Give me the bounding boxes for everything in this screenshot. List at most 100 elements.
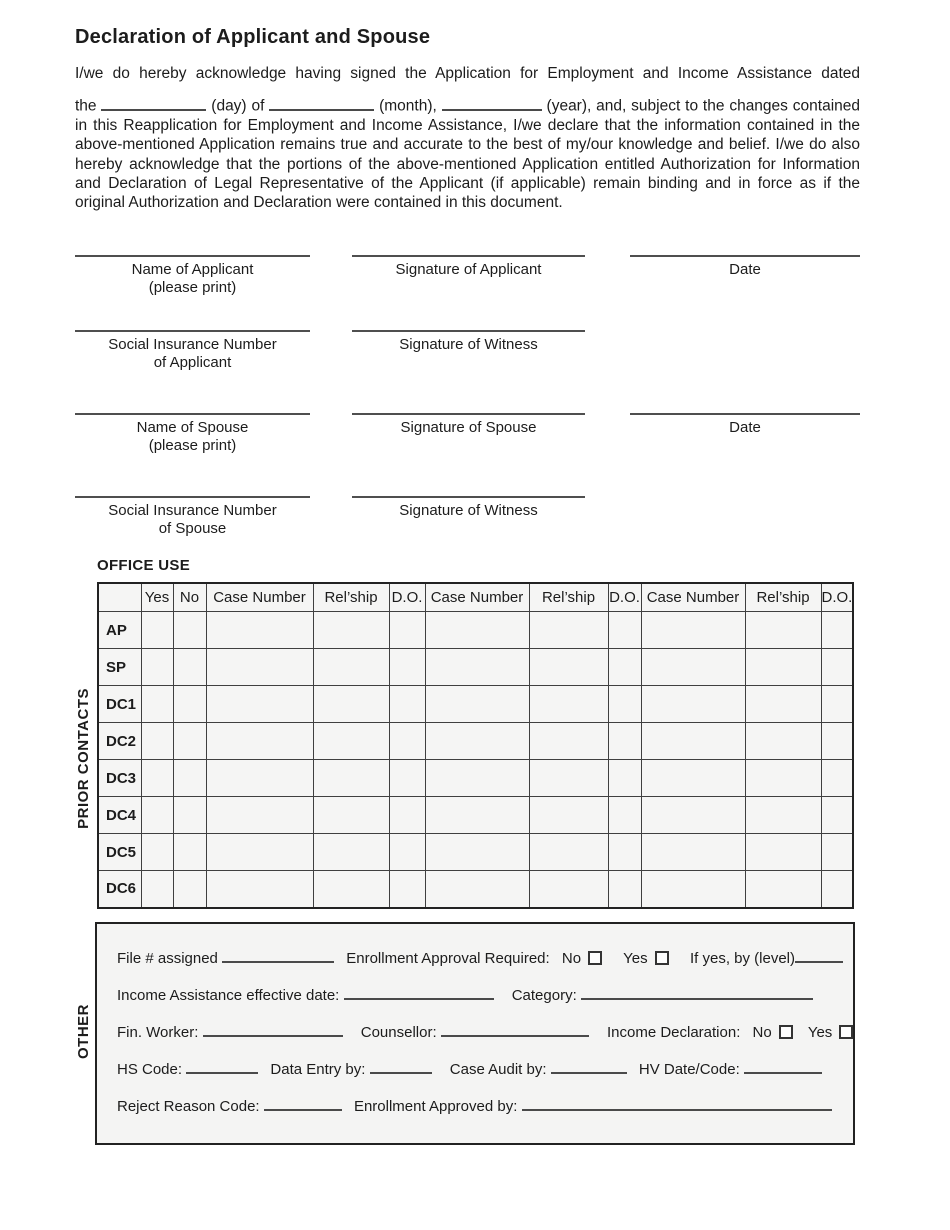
cell[interactable] <box>528 870 609 908</box>
cell[interactable] <box>172 611 207 649</box>
sin-of-spouse-line[interactable] <box>75 495 310 498</box>
cell[interactable] <box>205 685 314 723</box>
cell[interactable] <box>744 759 822 797</box>
cell[interactable] <box>172 796 207 834</box>
cell[interactable] <box>388 870 426 908</box>
cell[interactable] <box>744 870 822 908</box>
cell[interactable] <box>424 796 530 834</box>
name-of-applicant-line[interactable] <box>75 254 310 257</box>
cell[interactable] <box>312 870 390 908</box>
cell[interactable] <box>140 870 174 908</box>
ia-effective-date-blank[interactable] <box>343 986 494 1000</box>
cell[interactable] <box>528 722 609 760</box>
cell[interactable] <box>205 833 314 871</box>
enrollment-approved-by-blank[interactable] <box>521 1097 832 1111</box>
cell[interactable] <box>312 759 390 797</box>
enrollment-yes-checkbox[interactable] <box>654 950 669 965</box>
cell[interactable] <box>424 611 530 649</box>
cell[interactable] <box>388 759 426 797</box>
cell[interactable] <box>607 870 642 908</box>
cell[interactable] <box>528 796 609 834</box>
cell[interactable] <box>312 796 390 834</box>
cell[interactable] <box>744 648 822 686</box>
cell[interactable] <box>388 833 426 871</box>
sin-of-applicant-line[interactable] <box>75 329 310 332</box>
cell[interactable] <box>528 833 609 871</box>
cell[interactable] <box>140 796 174 834</box>
cell[interactable] <box>528 611 609 649</box>
cell[interactable] <box>424 870 530 908</box>
cell[interactable] <box>140 759 174 797</box>
signature-of-applicant-line[interactable] <box>352 254 585 257</box>
cell[interactable] <box>744 611 822 649</box>
cell[interactable] <box>140 648 174 686</box>
cell[interactable] <box>205 870 314 908</box>
fin-worker-blank[interactable] <box>202 1023 343 1037</box>
case-audit-blank[interactable] <box>550 1060 627 1074</box>
witness-signature-line-2[interactable] <box>352 495 585 498</box>
cell[interactable] <box>607 611 642 649</box>
cell[interactable] <box>744 685 822 723</box>
cell[interactable] <box>820 611 854 649</box>
cell[interactable] <box>640 833 746 871</box>
signature-of-spouse-line[interactable] <box>352 412 585 415</box>
cell[interactable] <box>205 759 314 797</box>
cell[interactable] <box>140 685 174 723</box>
cell[interactable] <box>172 685 207 723</box>
reject-reason-blank[interactable] <box>263 1097 342 1111</box>
cell[interactable] <box>640 796 746 834</box>
cell[interactable] <box>205 611 314 649</box>
cell[interactable] <box>424 722 530 760</box>
cell[interactable] <box>640 722 746 760</box>
income-declaration-no-checkbox[interactable] <box>778 1024 793 1039</box>
cell[interactable] <box>312 648 390 686</box>
cell[interactable] <box>820 870 854 908</box>
enrollment-no-checkbox[interactable] <box>588 950 603 965</box>
cell[interactable] <box>528 685 609 723</box>
cell[interactable] <box>607 648 642 686</box>
category-blank[interactable] <box>580 986 813 1000</box>
cell[interactable] <box>744 722 822 760</box>
cell[interactable] <box>205 722 314 760</box>
cell[interactable] <box>424 759 530 797</box>
cell[interactable] <box>820 833 854 871</box>
cell[interactable] <box>140 611 174 649</box>
file-assigned-blank[interactable] <box>222 949 335 963</box>
cell[interactable] <box>312 685 390 723</box>
cell[interactable] <box>820 759 854 797</box>
cell[interactable] <box>424 685 530 723</box>
cell[interactable] <box>820 722 854 760</box>
cell[interactable] <box>172 759 207 797</box>
cell[interactable] <box>607 796 642 834</box>
cell[interactable] <box>820 796 854 834</box>
cell[interactable] <box>820 648 854 686</box>
year-blank[interactable] <box>441 96 542 111</box>
cell[interactable] <box>607 759 642 797</box>
level-blank[interactable] <box>795 949 843 963</box>
cell[interactable] <box>744 833 822 871</box>
data-entry-blank[interactable] <box>369 1060 432 1074</box>
cell[interactable] <box>140 722 174 760</box>
cell[interactable] <box>820 685 854 723</box>
cell[interactable] <box>140 833 174 871</box>
hv-date-code-blank[interactable] <box>743 1060 822 1074</box>
income-declaration-yes-checkbox[interactable] <box>839 1024 854 1039</box>
hs-code-blank[interactable] <box>186 1060 259 1074</box>
counsellor-blank[interactable] <box>440 1023 589 1037</box>
cell[interactable] <box>388 648 426 686</box>
witness-signature-line-1[interactable] <box>352 329 585 332</box>
cell[interactable] <box>640 611 746 649</box>
cell[interactable] <box>640 759 746 797</box>
cell[interactable] <box>388 685 426 723</box>
applicant-date-line[interactable] <box>630 254 860 257</box>
cell[interactable] <box>388 796 426 834</box>
cell[interactable] <box>424 833 530 871</box>
cell[interactable] <box>640 648 746 686</box>
cell[interactable] <box>312 722 390 760</box>
cell[interactable] <box>312 611 390 649</box>
cell[interactable] <box>607 722 642 760</box>
cell[interactable] <box>172 870 207 908</box>
cell[interactable] <box>607 685 642 723</box>
cell[interactable] <box>388 611 426 649</box>
cell[interactable] <box>640 870 746 908</box>
